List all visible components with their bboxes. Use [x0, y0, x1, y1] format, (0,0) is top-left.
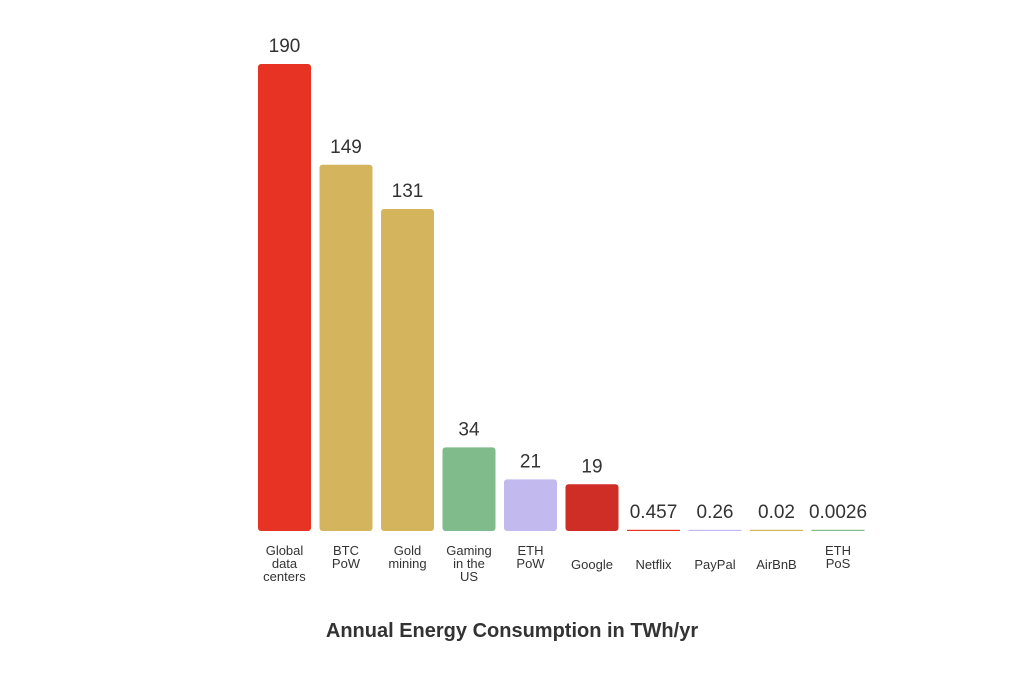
value-label-4: 21	[520, 451, 541, 472]
category-label-0: Global data centers	[263, 543, 306, 584]
value-label-6: 0.457	[630, 502, 678, 523]
value-label-2: 131	[392, 181, 424, 202]
category-label-6: Netflix	[635, 557, 672, 572]
bar-2	[381, 209, 434, 531]
value-label-8: 0.02	[758, 502, 795, 523]
bar-1	[319, 164, 373, 531]
category-label-7: PayPal	[694, 557, 735, 572]
value-labels-group: 190 149 131 34 21 19 0.457 0.26 0.02 0.0026	[269, 36, 867, 523]
category-labels-group: Global data centers BTC PoW Gold mining Gaming i…	[263, 543, 851, 584]
bar-3	[442, 447, 496, 531]
bar-4	[504, 479, 557, 531]
value-label-9: 0.0026	[809, 502, 867, 523]
category-label-1: BTC PoW	[332, 543, 361, 571]
category-label-9: ETH PoS	[825, 543, 851, 571]
bar-6	[627, 529, 680, 531]
category-label-8: AirBnB	[756, 557, 796, 572]
category-label-5: Google	[571, 557, 613, 572]
value-label-5: 19	[581, 456, 602, 477]
bar-7	[688, 529, 742, 531]
category-label-4: ETH PoW	[516, 543, 545, 571]
bar-8	[750, 529, 803, 531]
bar-5	[565, 484, 619, 531]
value-label-1: 149	[330, 137, 362, 158]
value-label-3: 34	[458, 419, 480, 440]
bar-0	[258, 64, 311, 531]
bar-9	[811, 529, 865, 531]
value-label-0: 190	[269, 36, 301, 57]
category-label-3: Gaming in the US	[446, 543, 492, 584]
chart-title: Annual Energy Consumption in TWh/yr	[325, 620, 699, 642]
bars-group	[258, 64, 865, 531]
category-label-2: Gold mining	[388, 543, 426, 571]
value-label-7: 0.26	[697, 502, 734, 523]
